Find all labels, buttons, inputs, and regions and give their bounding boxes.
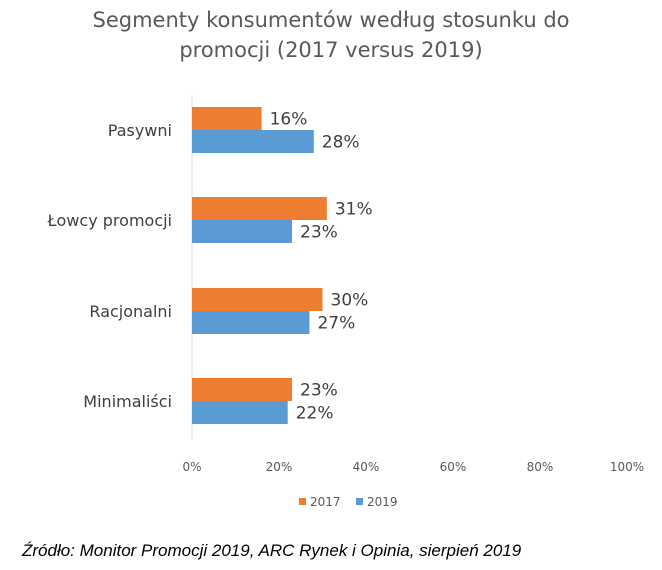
value-label-2019-3: 27%	[317, 314, 355, 334]
value-label-2017-3: 30%	[331, 291, 369, 311]
value-label-2019-2: 23%	[300, 223, 338, 243]
chart-title: Segmenty konsumentów według stosunku do p…	[92, 8, 569, 62]
bar-2017-3	[192, 288, 323, 311]
bar-2019-4	[192, 401, 288, 424]
category-label: Minimaliści	[83, 392, 172, 411]
chart-title-line-2: promocji (2017 versus 2019)	[179, 38, 482, 62]
legend-label-2019: 2019	[367, 495, 398, 509]
source-note: Źródło: Monitor Promocji 2019, ARC Rynek…	[22, 541, 522, 560]
bar-2017-2	[192, 197, 327, 220]
x-tick-labels: 0% 20% 40% 60% 80% 100%	[182, 460, 644, 474]
bar-2017-4	[192, 378, 293, 401]
value-labels: 16% 31% 30% 23% 28% 23% 27% 22%	[270, 110, 373, 424]
x-tick-label: 60%	[440, 460, 467, 474]
bar-2019-3	[192, 311, 310, 334]
bar-2017-1	[192, 107, 262, 130]
category-label: Racjonalni	[89, 302, 172, 321]
value-label-2017-4: 23%	[300, 381, 338, 401]
category-labels: Pasywni Łowcy promocji Racjonalni Minimaliś…	[47, 121, 172, 411]
category-label: Pasywni	[108, 121, 172, 140]
x-tick-label: 20%	[266, 460, 293, 474]
bar-2019-2	[192, 220, 293, 243]
bar-2019-1	[192, 130, 314, 153]
legend-label-2017: 2017	[310, 495, 341, 509]
chart: Segmenty konsumentów według stosunku do p…	[47, 8, 645, 509]
chart-title-line-1: Segmenty konsumentów według stosunku do	[92, 8, 569, 32]
legend-swatch-2019	[356, 498, 363, 505]
legend: 2017 2019	[299, 495, 398, 509]
x-tick-label: 40%	[353, 460, 380, 474]
value-label-2019-4: 22%	[296, 404, 334, 424]
x-tick-label: 100%	[610, 460, 644, 474]
category-label: Łowcy promocji	[47, 211, 172, 230]
x-tick-label: 0%	[182, 460, 201, 474]
value-label-2017-1: 16%	[270, 110, 308, 130]
bars	[192, 107, 327, 424]
legend-swatch-2017	[299, 498, 306, 505]
value-label-2019-1: 28%	[322, 133, 360, 153]
value-label-2017-2: 31%	[335, 200, 373, 220]
x-tick-label: 80%	[527, 460, 554, 474]
